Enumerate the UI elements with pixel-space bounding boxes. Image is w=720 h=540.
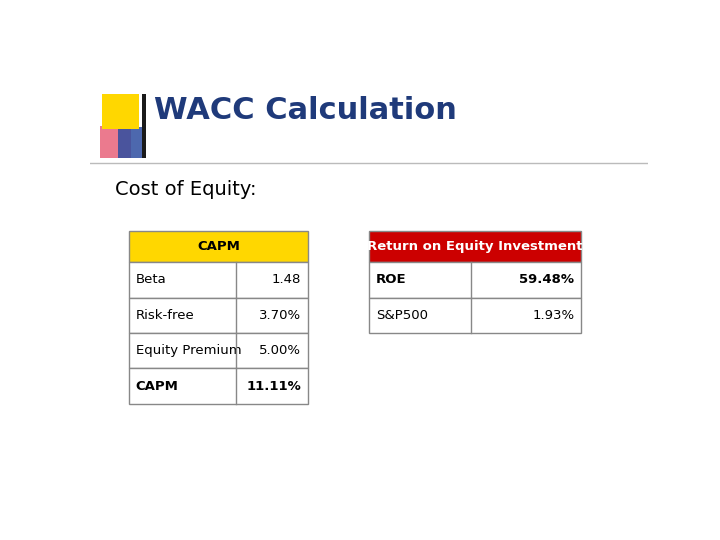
Text: 3.70%: 3.70% <box>258 309 301 322</box>
Bar <box>118 127 145 158</box>
Bar <box>129 231 307 262</box>
Bar <box>129 262 307 298</box>
Text: Cost of Equity:: Cost of Equity: <box>115 180 256 199</box>
Text: CAPM: CAPM <box>197 240 240 253</box>
Bar <box>369 298 581 333</box>
Bar <box>102 94 138 129</box>
Bar <box>129 333 307 368</box>
Bar <box>100 126 131 158</box>
Text: 1.48: 1.48 <box>271 273 301 287</box>
Text: Return on Equity Investment: Return on Equity Investment <box>367 240 582 253</box>
Text: 11.11%: 11.11% <box>246 380 301 393</box>
Text: 1.93%: 1.93% <box>532 309 575 322</box>
Bar <box>129 368 307 404</box>
Text: ROE: ROE <box>376 273 406 287</box>
Text: Risk-free: Risk-free <box>136 309 194 322</box>
Text: CAPM: CAPM <box>136 380 179 393</box>
Bar <box>369 231 581 262</box>
Bar <box>143 94 146 158</box>
Bar <box>369 262 581 298</box>
Text: WACC Calculation: WACC Calculation <box>154 96 457 125</box>
Text: Equity Premium: Equity Premium <box>136 344 241 357</box>
Text: 59.48%: 59.48% <box>519 273 575 287</box>
Bar <box>129 298 307 333</box>
Text: 5.00%: 5.00% <box>259 344 301 357</box>
Text: Beta: Beta <box>136 273 166 287</box>
Text: S&P500: S&P500 <box>376 309 428 322</box>
